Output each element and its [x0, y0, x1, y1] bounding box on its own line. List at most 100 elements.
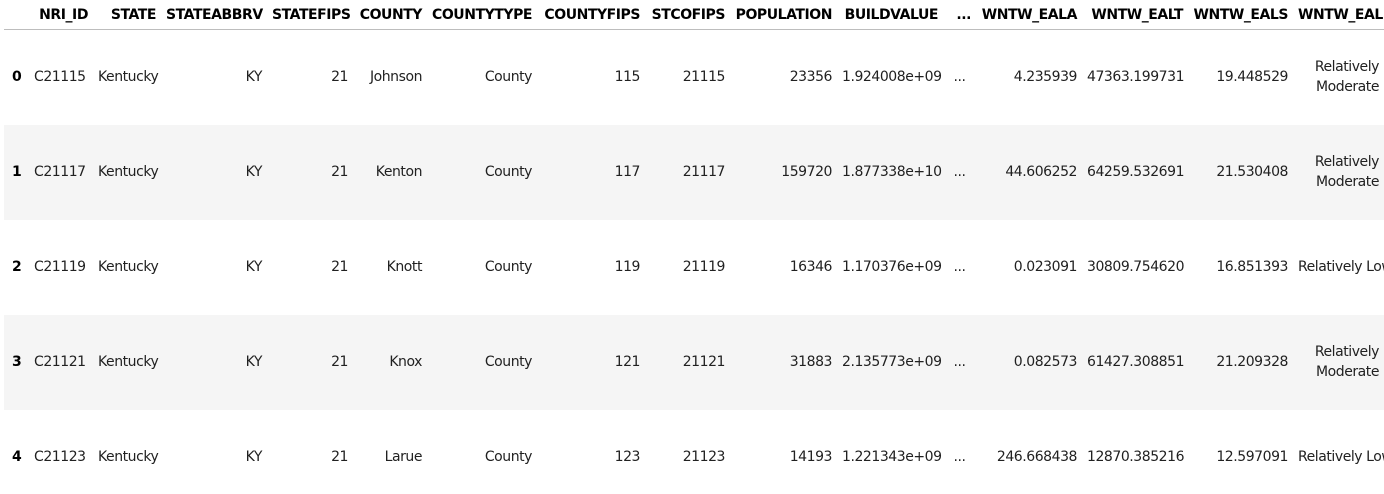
ellipsis-cell: ...: [953, 354, 966, 370]
table-cell: 21.530408: [1216, 164, 1288, 180]
table-cell: 1.877338e+10: [842, 164, 942, 180]
column-header: POPULATION: [730, 0, 837, 30]
table-cell: Kentucky: [98, 449, 159, 465]
table-cell: 19.448529: [1216, 69, 1288, 86]
table-cell: 21123: [682, 449, 726, 465]
table-cell: 115: [614, 69, 641, 86]
table-cell: 21121: [682, 354, 726, 370]
table-cell: Larue: [384, 449, 423, 465]
column-header: STCOFIPS: [645, 0, 730, 30]
column-header-ellipsis: ...: [943, 0, 976, 30]
column-header: WNTW_EALA: [976, 0, 1082, 30]
table-cell: 119: [614, 259, 641, 275]
table-cell: 0.023091: [1013, 259, 1078, 275]
table-cell: 30809.754620: [1087, 259, 1185, 275]
table-cell: Knott: [386, 259, 423, 275]
table-row: 1 C21117 Kentucky KY 21 Kenton County 11…: [4, 124, 1384, 220]
column-header: STATEFIPS: [267, 0, 353, 30]
table-cell: KY: [245, 164, 263, 180]
table-cell: C21121: [34, 354, 86, 370]
ellipsis-cell: ...: [953, 164, 966, 180]
table-cell: 21.209328: [1216, 354, 1288, 370]
column-header: NRI_ID: [29, 0, 93, 30]
table-cell: 21: [331, 69, 348, 86]
table-cell: 14193: [789, 449, 833, 465]
column-header: STATE: [93, 0, 161, 30]
table-cell: 16346: [789, 259, 833, 275]
table-cell: KY: [245, 354, 263, 370]
table-cell: County: [484, 259, 533, 275]
column-header: BUILDVALUE: [837, 0, 943, 30]
table-cell: 16.851393: [1216, 259, 1288, 275]
table-cell: 21115: [682, 69, 726, 86]
table-cell: 12.597091: [1216, 449, 1288, 465]
table-cell: 1.924008e+09: [842, 69, 942, 86]
table-cell: 21: [331, 449, 348, 465]
column-header: COUNTY: [353, 0, 427, 30]
table-cell: 47363.199731: [1087, 69, 1185, 86]
table-cell: KY: [245, 259, 263, 275]
dataframe-table: NRI_ID STATE STATEABBRV STATEFIPS COUNTY…: [4, 0, 1384, 494]
table-cell: Knox: [389, 354, 422, 370]
table-row: 0 C21115 Kentucky KY 21 Johnson County 1…: [4, 30, 1384, 125]
table-cell: 61427.308851: [1087, 354, 1185, 370]
table-row: 4 C21123 Kentucky KY 21 Larue County 123…: [4, 410, 1384, 494]
column-header: COUNTYFIPS: [537, 0, 645, 30]
table-cell: 1.221343e+09: [842, 449, 942, 465]
row-index: 4: [12, 449, 22, 465]
table-cell: C21123: [34, 449, 86, 465]
table-cell: 21: [331, 354, 348, 370]
table-cell: County: [484, 69, 533, 86]
table-row: 3 C21121 Kentucky KY 21 Knox County 121 …: [4, 314, 1384, 410]
row-index: 1: [12, 164, 22, 180]
table-cell: 1.170376e+09: [842, 259, 942, 275]
table-cell: Kentucky: [98, 69, 159, 86]
table-row: 2 C21119 Kentucky KY 21 Knott County 119…: [4, 220, 1384, 315]
table-cell: Relatively Moderate: [1314, 344, 1380, 380]
table-cell: 21: [331, 164, 348, 180]
row-index: 3: [12, 354, 22, 370]
table-cell: C21119: [34, 259, 86, 275]
table-cell: County: [484, 354, 533, 370]
column-header: WNTW_EALT: [1082, 0, 1188, 30]
column-header: STATEABBRV: [161, 0, 267, 30]
row-index: 0: [12, 69, 22, 86]
table-cell: Kenton: [375, 164, 423, 180]
table-cell: 31883: [789, 354, 833, 370]
row-index: 2: [12, 259, 22, 275]
table-cell: 21119: [682, 259, 726, 275]
table-cell: 0.082573: [1013, 354, 1078, 370]
table-cell: Relatively Moderate: [1314, 154, 1380, 190]
table-cell: Kentucky: [98, 259, 159, 275]
ellipsis-cell: ...: [953, 69, 966, 86]
table-cell: 21117: [682, 164, 726, 180]
table-cell: 2.135773e+09: [842, 354, 942, 370]
table-cell: Johnson: [369, 69, 422, 86]
table-cell: 4.235939: [1013, 69, 1078, 86]
table-cell: Kentucky: [98, 354, 159, 370]
table-cell: 123: [614, 449, 641, 465]
column-header: WNTW_EALS: [1188, 0, 1293, 30]
column-header: WNTW_EALR: [1293, 0, 1384, 30]
table-cell: KY: [245, 449, 263, 465]
table-cell: C21115: [34, 69, 86, 86]
table-cell: 117: [614, 164, 641, 180]
table-cell: KY: [245, 69, 263, 86]
table-cell: 21: [331, 259, 348, 275]
column-header: COUNTYTYPE: [427, 0, 537, 30]
table-cell: County: [484, 164, 533, 180]
index-header: [4, 0, 29, 30]
table-cell: Kentucky: [98, 164, 159, 180]
table-cell: 121: [614, 354, 641, 370]
table-cell: Relatively Moderate: [1314, 59, 1380, 96]
table-cell: County: [484, 449, 533, 465]
table-cell: 12870.385216: [1087, 449, 1185, 465]
table-cell: Relatively Low: [1298, 259, 1384, 275]
header-row: NRI_ID STATE STATEABBRV STATEFIPS COUNTY…: [4, 0, 1384, 30]
ellipsis-cell: ...: [953, 449, 966, 465]
table-cell: 246.668438: [996, 449, 1078, 465]
table-cell: 64259.532691: [1087, 164, 1185, 180]
table-cell: C21117: [34, 164, 86, 180]
table-cell: 23356: [789, 69, 833, 86]
